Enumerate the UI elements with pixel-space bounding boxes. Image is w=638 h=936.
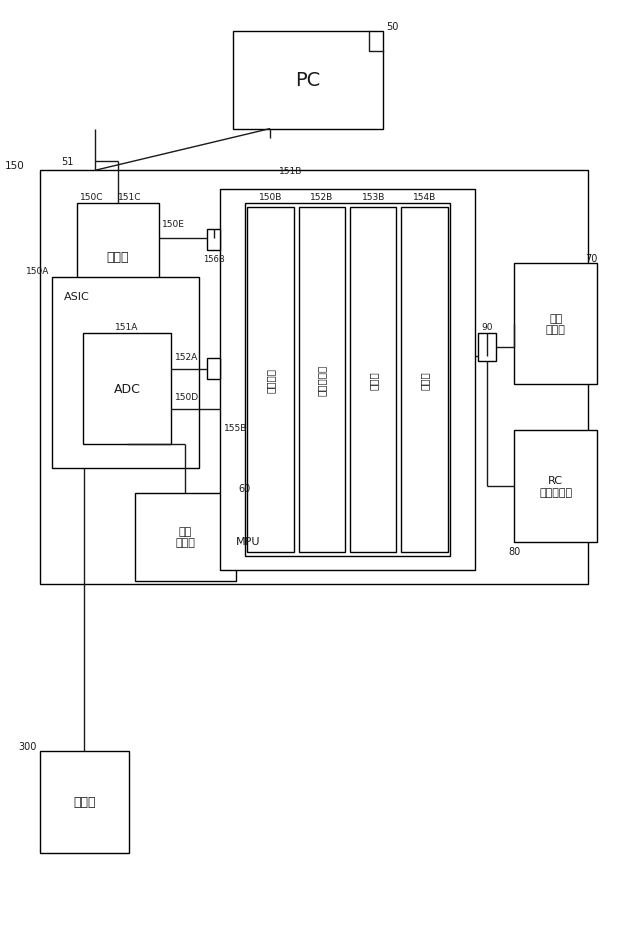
- Text: 主制御部: 主制御部: [265, 368, 276, 392]
- Bar: [207, 230, 221, 251]
- Text: 90: 90: [481, 323, 493, 331]
- Bar: [478, 333, 496, 361]
- Text: 80: 80: [508, 547, 521, 557]
- Text: PC: PC: [295, 71, 320, 90]
- Text: 156B: 156B: [203, 256, 225, 264]
- Text: 150C: 150C: [80, 193, 103, 202]
- Bar: [248, 207, 294, 552]
- Text: 155B: 155B: [223, 423, 247, 432]
- Bar: [401, 207, 448, 552]
- Text: 150B: 150B: [259, 193, 282, 202]
- Text: MPU: MPU: [236, 537, 260, 547]
- Text: メモリ: メモリ: [419, 371, 429, 389]
- Text: 51: 51: [61, 157, 73, 168]
- Text: 151A: 151A: [115, 323, 139, 331]
- Text: 300: 300: [19, 741, 37, 751]
- Text: 152B: 152B: [310, 193, 334, 202]
- Text: 151C: 151C: [118, 193, 142, 202]
- Bar: [514, 264, 597, 385]
- Bar: [40, 751, 129, 853]
- Bar: [299, 207, 345, 552]
- Text: 152A: 152A: [175, 353, 198, 361]
- Bar: [52, 278, 199, 468]
- Text: 150A: 150A: [26, 267, 49, 276]
- Text: RC
オシレータ: RC オシレータ: [539, 475, 572, 497]
- Text: 153B: 153B: [362, 193, 385, 202]
- Text: 切替設定部: 切替設定部: [317, 364, 327, 396]
- Bar: [245, 204, 450, 556]
- Text: 150D: 150D: [175, 393, 198, 402]
- Bar: [135, 493, 236, 581]
- Text: 60: 60: [239, 483, 251, 493]
- Text: ADC: ADC: [114, 383, 140, 396]
- Text: 70: 70: [584, 254, 597, 264]
- Bar: [77, 204, 160, 311]
- Text: 水晶
振動子: 水晶 振動子: [546, 314, 566, 335]
- Text: 50: 50: [386, 22, 398, 32]
- Text: センサ: センサ: [73, 796, 96, 809]
- Text: 演算部: 演算部: [368, 371, 378, 389]
- Text: 水晶
振動子: 水晶 振動子: [175, 526, 195, 548]
- Bar: [83, 333, 172, 445]
- Bar: [207, 358, 221, 379]
- Text: 150: 150: [4, 161, 24, 171]
- Text: ASIC: ASIC: [64, 292, 90, 301]
- Text: メモリ: メモリ: [107, 251, 129, 263]
- Text: 150E: 150E: [162, 220, 185, 229]
- Text: 154B: 154B: [413, 193, 436, 202]
- Text: 151B: 151B: [279, 167, 303, 176]
- Bar: [40, 171, 588, 584]
- Bar: [350, 207, 396, 552]
- Bar: [514, 431, 597, 542]
- Bar: [233, 32, 383, 129]
- Bar: [221, 190, 475, 570]
